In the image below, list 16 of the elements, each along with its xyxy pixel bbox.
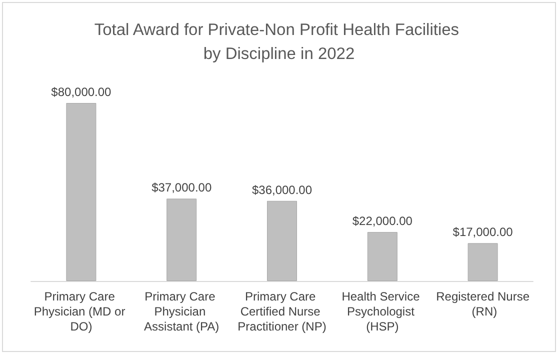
x-tick-label: Primary Care Certified Nurse Practitioner (NP) [238,290,326,334]
bar [66,103,96,281]
bar [166,198,197,281]
data-label: $37,000.00 [152,180,212,195]
data-label: $36,000.00 [252,182,312,197]
chart-title: Total Award for Private-Non Profit Health Facilities by Discipline in 2022 [94,21,464,63]
x-tick-label: Primary Care Physician Assistant (PA) [144,290,220,334]
bar [267,200,297,281]
x-tick-label: Primary Care Physician (MD or DO) [34,290,129,334]
x-tick-label: Health Service Psychologist (HSP) [342,290,424,334]
data-label: $22,000.00 [352,214,413,228]
x-tick-label: Registered Nurse (RN) [436,290,530,318]
data-label: $17,000.00 [452,225,514,240]
data-label: $80,000.00 [51,85,112,99]
bar [367,232,398,281]
bar [468,243,498,281]
